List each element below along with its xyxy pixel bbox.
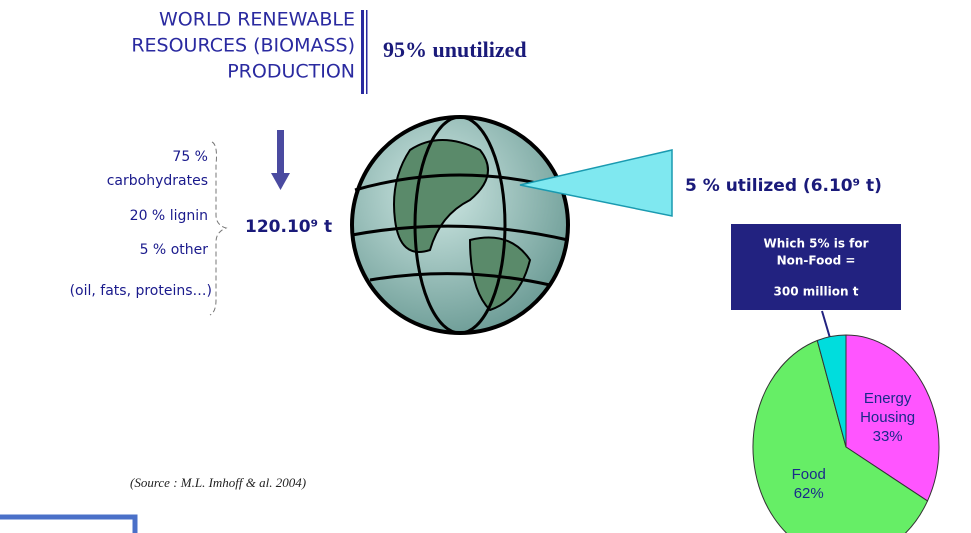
corner-decoration	[0, 514, 138, 533]
pie-slice	[816, 334, 847, 448]
slice-value: 62%	[793, 485, 824, 503]
pie	[752, 334, 940, 533]
box-line: 300 million t	[774, 285, 859, 299]
arrow	[271, 173, 290, 190]
source: (Source : M.L. Imhoff & al. 2004)	[130, 475, 306, 490]
composition-line: 5 % other	[140, 242, 209, 258]
divider	[361, 10, 364, 94]
composition-line: 20 % lignin	[130, 208, 208, 224]
info-box	[731, 224, 901, 310]
pointer	[821, 310, 831, 339]
brace	[209, 141, 228, 316]
divider	[366, 10, 368, 94]
title-line: WORLD RENEWABLE	[159, 9, 355, 31]
title-line: RESOURCES (BIOMASS)	[131, 35, 355, 57]
composition-line: carbohydrates	[107, 173, 208, 189]
slice-value: 33%	[872, 427, 903, 445]
slice-name: Energy Housing	[860, 389, 916, 426]
composition-line: (oil, fats, proteins…)	[70, 283, 212, 299]
box-line: Non-Food =	[777, 254, 856, 268]
pie-slice	[845, 334, 940, 502]
beam	[519, 149, 673, 217]
unutilized: 95% unutilized	[383, 37, 527, 62]
slice-name: Food	[791, 466, 826, 484]
globe	[350, 115, 570, 335]
utilized: 5 % utilized (6.10⁹ t)	[685, 176, 882, 196]
composition-line: 75 %	[172, 149, 208, 165]
slice-label: Energy Housing 33%	[853, 389, 923, 446]
title-line: PRODUCTION	[227, 61, 355, 83]
total: 120.10⁹ t	[245, 217, 332, 237]
arrow	[277, 130, 284, 175]
pie-slice	[752, 339, 929, 533]
slice-label: Food 62%	[774, 465, 844, 503]
box-line: Which 5% is for	[763, 237, 868, 251]
